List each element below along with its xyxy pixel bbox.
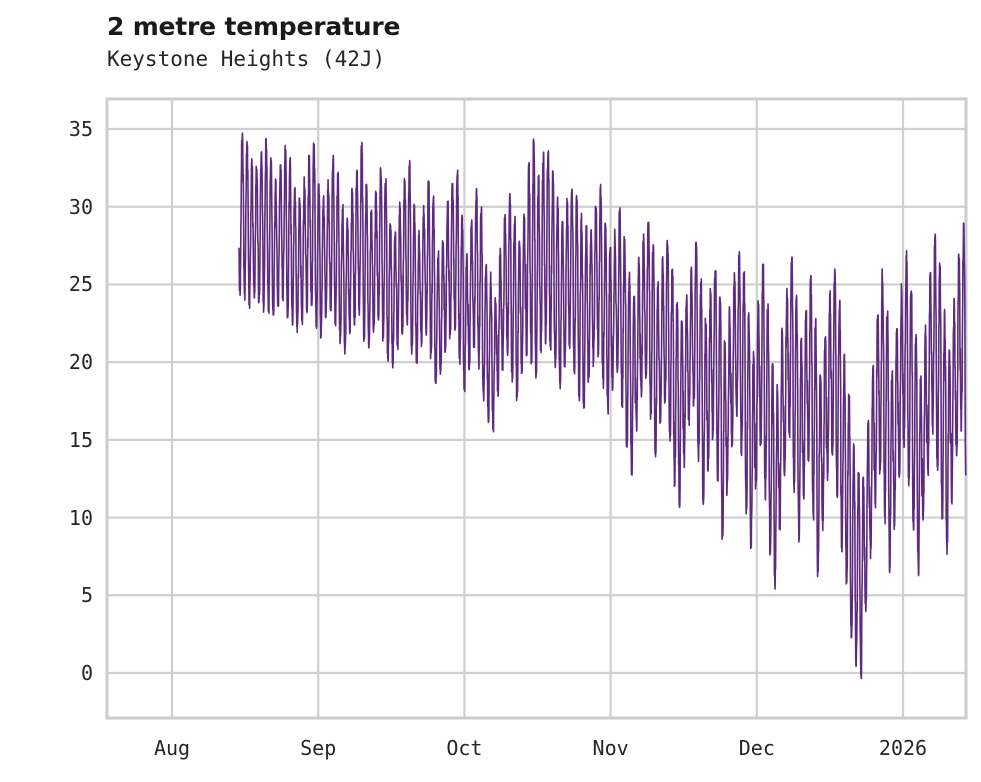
chart-header: 2 metre temperature Keystone Heights (42… <box>107 12 807 72</box>
y-axis-tick-label: 25 <box>68 272 93 297</box>
y-axis-tick-labels: 35 30 25 20 15 10 5 0 <box>33 0 93 782</box>
x-axis-tick-label: Dec <box>738 736 775 760</box>
y-axis-tick-label: 30 <box>68 194 93 219</box>
x-axis-tick-label: Nov <box>592 736 629 760</box>
x-axis-tick-label: Oct <box>446 736 483 760</box>
gridlines <box>107 99 966 718</box>
y-axis-tick-label: 10 <box>68 505 93 530</box>
x-axis-tick-label: Aug <box>153 736 191 760</box>
page-title: 2 metre temperature <box>107 12 401 41</box>
y-axis-tick-label: 5 <box>80 583 93 608</box>
temperature-series-line <box>238 132 967 680</box>
chart-subtitle: Keystone Heights (42J) <box>107 47 386 71</box>
y-axis-tick-label: 35 <box>68 117 93 141</box>
plot-frame <box>105 97 968 720</box>
x-axis-tick-label: 2026 <box>878 736 928 760</box>
y-axis-tick-label: 0 <box>80 661 93 685</box>
x-axis-tick-label: Sep <box>300 736 337 760</box>
y-axis-tick-label: 20 <box>68 350 93 375</box>
y-axis-tick-label: 15 <box>68 427 93 452</box>
